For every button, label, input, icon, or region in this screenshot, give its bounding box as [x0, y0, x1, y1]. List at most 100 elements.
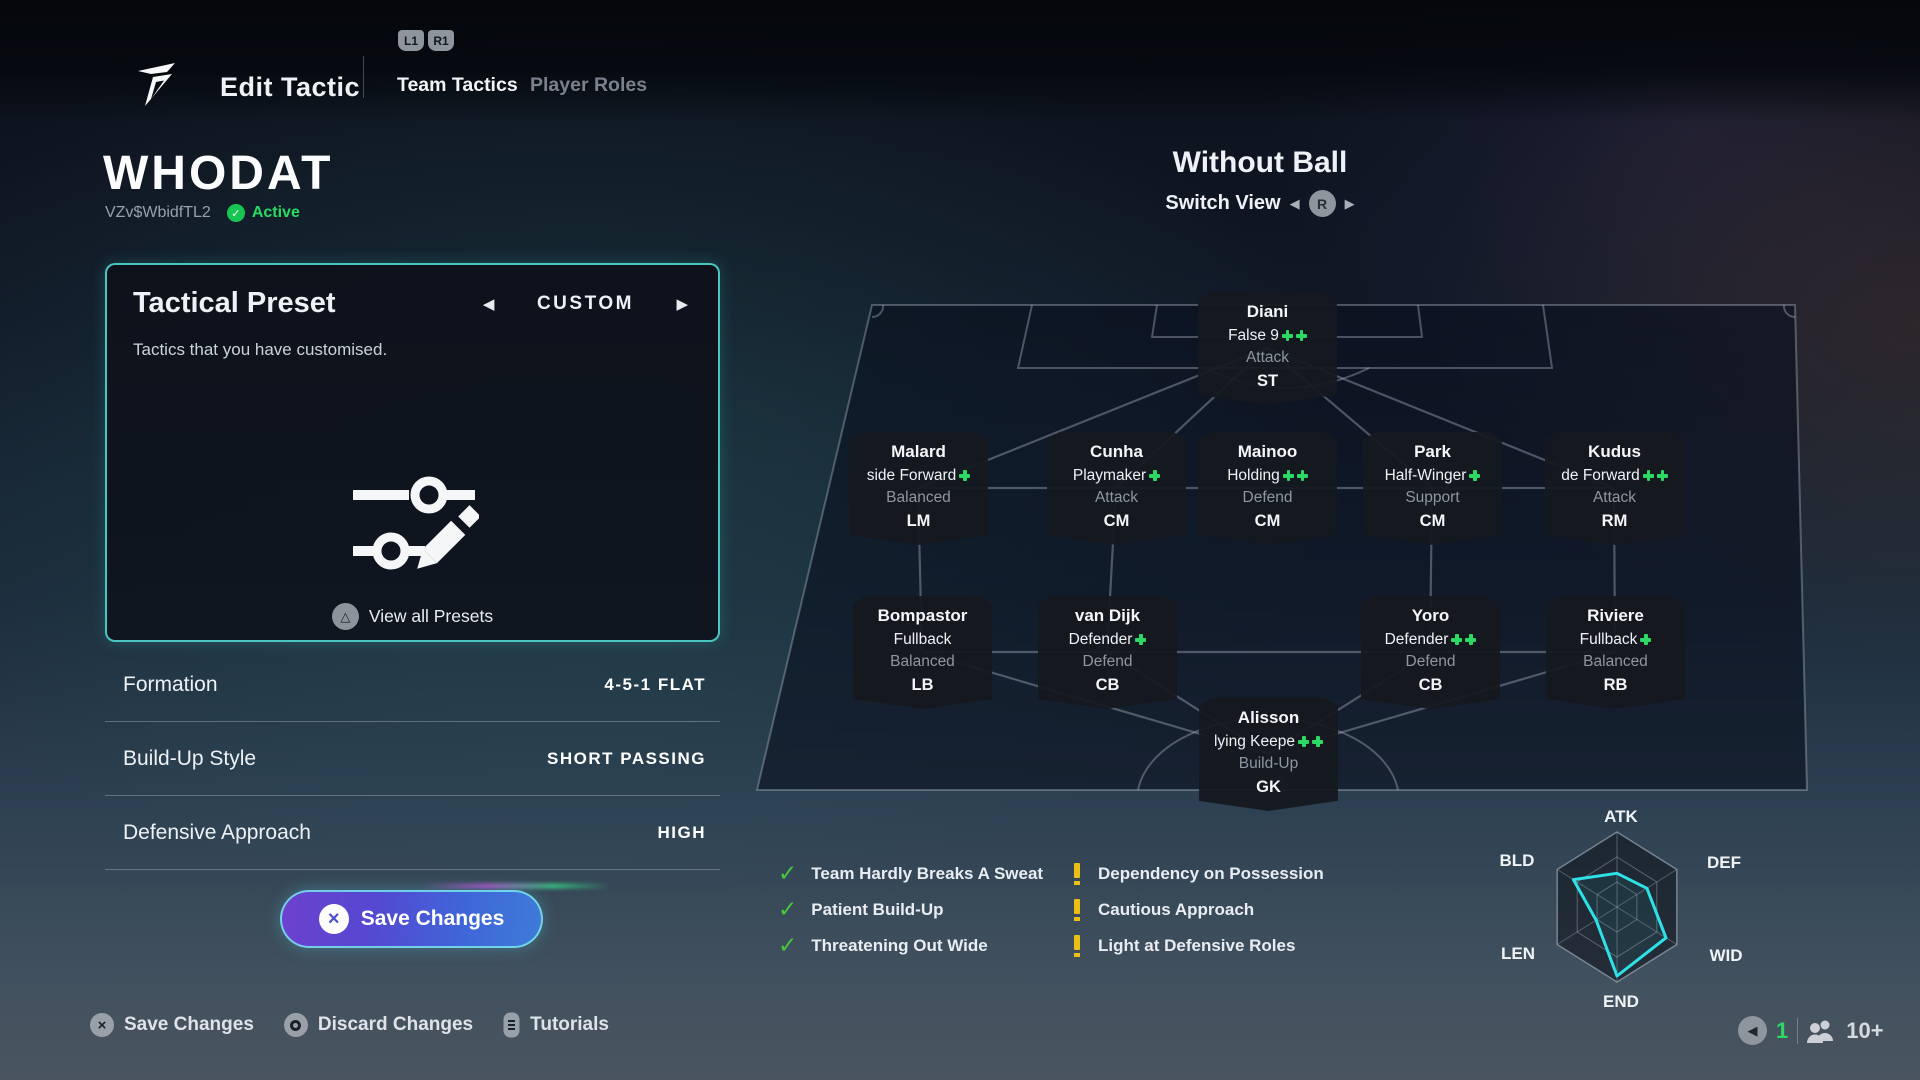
preset-prev-arrow-icon[interactable]: ◀: [482, 295, 495, 313]
boost-plus-icon: [1295, 330, 1307, 342]
player-focus: Attack: [1094, 489, 1139, 507]
players-online-icon: [1807, 1020, 1834, 1043]
save-changes-button[interactable]: × Save Changes: [280, 890, 543, 948]
player-role: Holding: [1227, 467, 1308, 485]
player-name: Riviere: [1587, 605, 1644, 625]
radar-axis-label: DEF: [1707, 853, 1741, 872]
footer-label: Tutorials: [530, 1014, 609, 1035]
pro-item: ✓ Threatening Out Wide: [778, 934, 1043, 957]
tactic-cons-list: Dependency on Possession Cautious Approac…: [1070, 862, 1324, 957]
tab-team-tactics[interactable]: Team Tactics: [397, 74, 518, 96]
warning-icon: [1074, 935, 1080, 957]
player-role: False 9: [1228, 327, 1307, 345]
triangle-button-icon: △: [331, 603, 359, 630]
preset-panel-title: Tactical Preset: [133, 287, 336, 319]
player-card[interactable]: Riviere Fullback Balanced RB: [1546, 596, 1685, 709]
radar-axis-label: ATK: [1604, 807, 1638, 826]
player-card[interactable]: Park Half-Winger Support CM: [1363, 432, 1502, 545]
player-card[interactable]: van Dijk Defender Defend CB: [1038, 596, 1177, 709]
custom-tactic-sliders-icon: [353, 476, 479, 570]
setting-row-defensive-approach[interactable]: Defensive Approach HIGH: [105, 796, 720, 870]
tactic-pros-list: ✓ Team Hardly Breaks A Sweat ✓ Patient Buil…: [778, 862, 1043, 957]
player-focus: Attack: [1245, 349, 1290, 367]
player-focus: Balanced: [1583, 653, 1648, 671]
player-focus: Support: [1405, 489, 1460, 507]
radar-axis-label: END: [1603, 992, 1639, 1011]
player-name: Diani: [1246, 301, 1289, 321]
online-statusbar: ◀ 1 10+: [1738, 1016, 1884, 1045]
player-position: CM: [1419, 512, 1446, 531]
player-role: Fullback: [893, 630, 952, 648]
footer-save-changes[interactable]: × Save Changes: [90, 1013, 254, 1037]
header-shade: [0, 0, 1920, 122]
view-all-presets-button[interactable]: △ View all Presets: [107, 603, 718, 630]
player-position: ST: [1256, 372, 1279, 391]
status-badge: ✓ Active: [226, 204, 300, 222]
switch-prev-arrow-icon[interactable]: ◀: [1289, 195, 1300, 211]
setting-row-build-up-style[interactable]: Build-Up Style SHORT PASSING: [105, 722, 720, 796]
warning-icon: [1074, 863, 1080, 885]
touchpad-button-icon: [503, 1012, 520, 1038]
player-card[interactable]: Mainoo Holding Defend CM: [1198, 432, 1337, 545]
boost-plus-icon: [1135, 634, 1147, 646]
formation-links: [916, 346, 1617, 756]
player-name: Cunha: [1090, 441, 1143, 461]
footer-tutorials[interactable]: Tutorials: [503, 1012, 609, 1038]
player-card[interactable]: Diani False 9 Attack ST: [1198, 292, 1337, 405]
cross-button-icon: ×: [318, 904, 349, 934]
switch-view-label: Switch View: [1165, 192, 1281, 214]
footer-hints: × Save Changes Discard Changes Tutorials: [90, 1012, 609, 1038]
player-role: Fullback: [1580, 631, 1652, 649]
pro-item: ✓ Patient Build-Up: [778, 898, 1043, 921]
boost-plus-icon: [1298, 736, 1309, 748]
boost-plus-icon: [1296, 470, 1308, 482]
setting-row-formation[interactable]: Formation 4-5-1 FLAT: [105, 648, 720, 722]
player-role: Defender: [1069, 631, 1147, 649]
bumper-l1-icon: L1: [398, 30, 424, 51]
check-icon: ✓: [778, 932, 798, 958]
radar-axis-label: LEN: [1501, 944, 1535, 963]
player-card[interactable]: Bompastor Fullback Balanced LB: [853, 596, 992, 709]
player-name: Alisson: [1237, 707, 1300, 727]
player-card[interactable]: Alisson lying Keepe Build-Up GK: [1199, 698, 1338, 811]
player-name: Kudus: [1588, 441, 1641, 461]
player-name: Park: [1414, 441, 1451, 461]
switch-next-arrow-icon[interactable]: ▶: [1344, 195, 1355, 211]
player-position: LM: [906, 512, 931, 531]
con-item: Dependency on Possession: [1070, 862, 1324, 885]
footer-discard-changes[interactable]: Discard Changes: [283, 1013, 474, 1037]
button-glow-streak: [420, 884, 610, 888]
player-focus: Build-Up: [1238, 755, 1299, 773]
tab-player-roles[interactable]: Player Roles: [530, 74, 648, 96]
player-card[interactable]: Malard side Forward Balanced LM: [849, 432, 988, 545]
radar-axis-label: BLD: [1499, 851, 1535, 870]
boost-plus-icon: [1642, 470, 1654, 482]
preset-next-arrow-icon[interactable]: ▶: [676, 295, 688, 313]
active-status-label: Active: [251, 204, 300, 221]
bumper-r1-icon: R1: [428, 30, 454, 51]
analysis-label: Dependency on Possession: [1098, 863, 1324, 883]
player-card[interactable]: Kudus de Forward Attack RM: [1545, 432, 1684, 545]
boost-plus-icon: [1656, 470, 1668, 482]
speaker-icon: ◀: [1738, 1016, 1767, 1045]
cross-button-icon: ×: [90, 1013, 114, 1037]
player-role: Defender: [1385, 631, 1477, 649]
check-icon: ✓: [778, 896, 798, 922]
tactic-share-code: VZv$WbidfTL2: [105, 204, 211, 221]
switch-view-control: Switch View ◀ R ▶: [1040, 190, 1480, 217]
tactic-settings-list: Formation 4-5-1 FLAT Build-Up Style SHOR…: [105, 648, 720, 870]
player-role: Half-Winger: [1385, 467, 1481, 485]
footer-label: Discard Changes: [317, 1014, 474, 1035]
player-card[interactable]: Cunha Playmaker Attack CM: [1047, 432, 1186, 545]
player-position: LB: [911, 676, 934, 695]
tactical-preset-panel[interactable]: Tactical Preset ◀ CUSTOM ▶ Tactics that …: [105, 263, 720, 642]
player-card[interactable]: Yoro Defender Defend CB: [1361, 596, 1500, 709]
player-role: lying Keepe: [1214, 733, 1323, 751]
warning-icon: [1074, 899, 1080, 921]
boost-plus-icon: [1149, 470, 1161, 482]
boost-plus-icon: [1465, 634, 1477, 646]
player-name: Malard: [891, 441, 946, 461]
boost-plus-icon: [1451, 634, 1463, 646]
preset-selected-value: CUSTOM: [536, 292, 634, 314]
con-item: Light at Defensive Roles: [1070, 934, 1324, 957]
